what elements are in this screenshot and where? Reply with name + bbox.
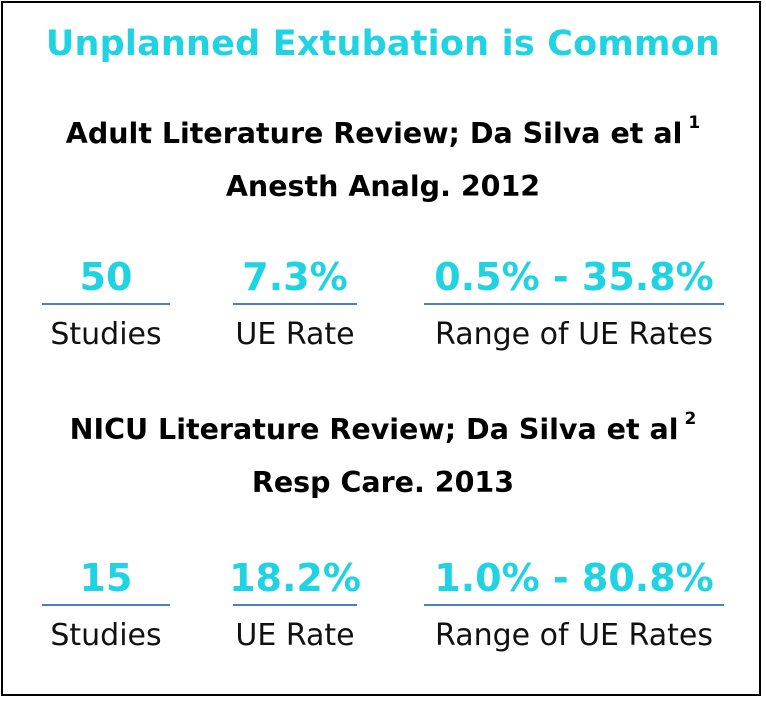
adult-studies-stat: 50 Studies bbox=[42, 255, 170, 355]
adult-review-reference: 1 bbox=[688, 113, 701, 133]
nicu-studies-rule bbox=[42, 604, 170, 606]
adult-review-citation: Anesth Analg. 2012 bbox=[225, 170, 541, 203]
adult-studies-label: Studies bbox=[50, 317, 162, 352]
nicu-review-citation: Resp Care. 2013 bbox=[251, 466, 515, 499]
adult-ue-rate-label: UE Rate bbox=[235, 317, 355, 352]
nicu-review-heading: NICU Literature Review; Da Silva et al 2 bbox=[0, 409, 766, 446]
adult-range-rule bbox=[424, 303, 724, 305]
nicu-ue-rate-value: 18.2% bbox=[229, 556, 361, 600]
adult-range-stat: 0.5% - 35.8% Range of UE Rates bbox=[414, 255, 734, 355]
adult-ue-rate-value: 7.3% bbox=[242, 255, 348, 299]
nicu-range-stat: 1.0% - 80.8% Range of UE Rates bbox=[414, 556, 734, 656]
adult-ue-rate-stat: 7.3% UE Rate bbox=[222, 255, 368, 355]
nicu-range-value: 1.0% - 80.8% bbox=[434, 556, 714, 600]
adult-ue-rate-rule bbox=[233, 303, 357, 305]
nicu-range-rule bbox=[424, 604, 724, 606]
nicu-ue-rate-rule bbox=[233, 604, 357, 606]
adult-range-label: Range of UE Rates bbox=[435, 317, 713, 352]
adult-studies-value: 50 bbox=[79, 255, 133, 299]
adult-studies-rule bbox=[42, 303, 170, 305]
adult-review-heading: Adult Literature Review; Da Silva et al 1 bbox=[0, 113, 766, 150]
nicu-studies-label: Studies bbox=[50, 618, 162, 653]
nicu-studies-stat: 15 Studies bbox=[42, 556, 170, 656]
nicu-review-heading-text: NICU Literature Review; Da Silva et al bbox=[69, 413, 679, 446]
nicu-ue-rate-label: UE Rate bbox=[235, 618, 355, 653]
slide-title: Unplanned Extubation is Common bbox=[45, 24, 721, 64]
nicu-studies-value: 15 bbox=[79, 556, 133, 600]
nicu-range-label: Range of UE Rates bbox=[435, 618, 713, 653]
adult-review-heading-text: Adult Literature Review; Da Silva et al bbox=[65, 117, 683, 150]
adult-range-value: 0.5% - 35.8% bbox=[434, 255, 714, 299]
nicu-ue-rate-stat: 18.2% UE Rate bbox=[222, 556, 368, 656]
nicu-review-reference: 2 bbox=[684, 409, 697, 429]
